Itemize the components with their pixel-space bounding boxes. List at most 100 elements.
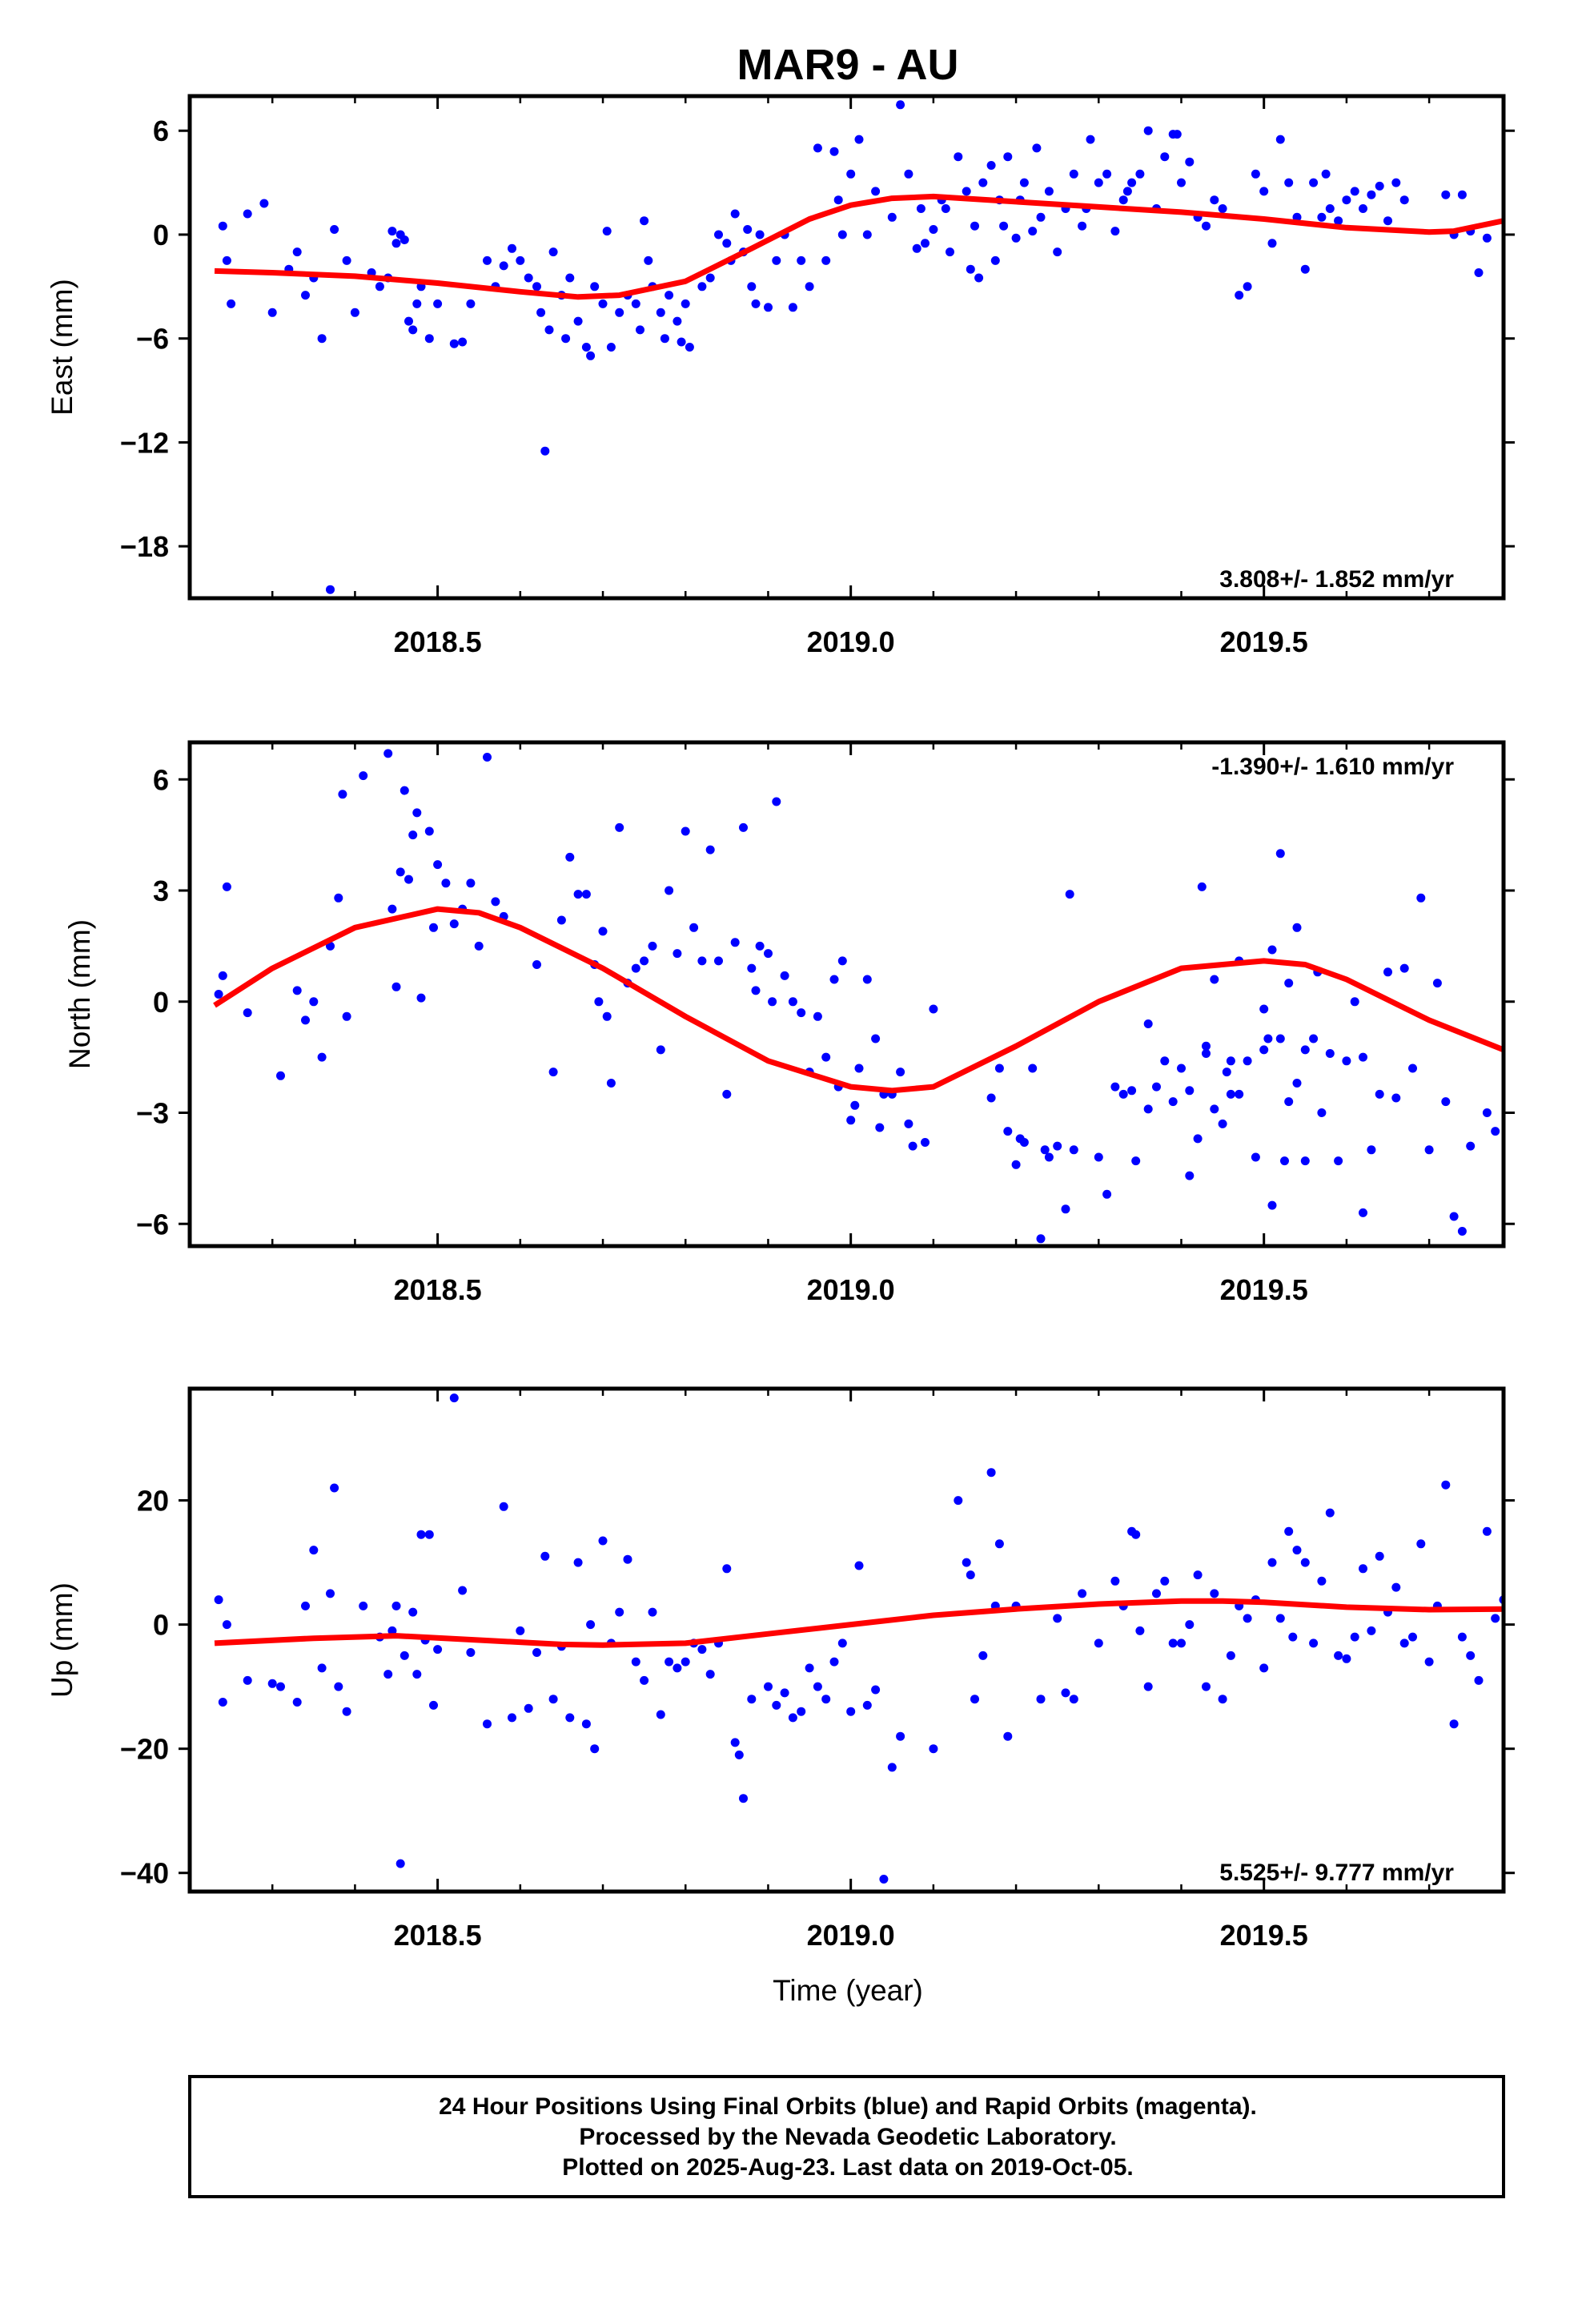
data-point xyxy=(1524,967,1533,976)
data-point xyxy=(829,147,839,156)
x-axis-label: Time (year) xyxy=(773,1974,923,2007)
data-point xyxy=(813,143,822,153)
data-point xyxy=(214,1595,223,1605)
data-point xyxy=(1177,178,1186,187)
north-frame xyxy=(187,740,1506,1248)
y-tick-label: 20 xyxy=(137,1485,169,1518)
data-point xyxy=(673,1663,682,1673)
data-point xyxy=(1540,1595,1549,1604)
data-point xyxy=(1053,1614,1062,1623)
x-tick-label: 2019.5 xyxy=(1220,1919,1308,1952)
data-point xyxy=(1491,1614,1500,1623)
data-point xyxy=(1516,1683,1524,1691)
data-point xyxy=(416,993,426,1003)
data-point xyxy=(1491,1127,1500,1136)
data-point xyxy=(665,1657,674,1667)
data-point xyxy=(681,299,690,308)
data-point xyxy=(739,822,748,832)
data-point xyxy=(1135,169,1145,179)
data-point xyxy=(412,1670,422,1679)
data-point xyxy=(1325,1049,1335,1058)
data-point xyxy=(743,225,753,234)
data-point xyxy=(338,790,347,799)
data-point xyxy=(640,956,649,966)
data-point xyxy=(962,1558,971,1567)
data-point xyxy=(904,169,913,179)
data-point xyxy=(586,1620,596,1630)
data-point xyxy=(1028,227,1038,236)
data-point xyxy=(1118,1089,1128,1099)
data-point xyxy=(821,1695,831,1704)
data-point xyxy=(1259,1045,1269,1055)
data-point xyxy=(1565,1583,1574,1592)
data-point xyxy=(1292,1546,1302,1555)
data-point xyxy=(772,255,781,265)
data-point xyxy=(544,325,554,335)
data-point xyxy=(1053,1141,1062,1151)
data-point xyxy=(590,282,600,292)
data-point xyxy=(615,822,624,832)
data-point xyxy=(1110,227,1120,236)
data-point xyxy=(1143,1104,1153,1114)
data-point xyxy=(383,1670,393,1679)
data-point xyxy=(424,334,434,344)
data-point xyxy=(1210,1104,1219,1114)
data-point xyxy=(656,1710,665,1719)
data-point xyxy=(1078,221,1087,231)
data-point xyxy=(994,1539,1004,1549)
data-point xyxy=(1300,1045,1310,1055)
y-tick-label: 0 xyxy=(153,1609,169,1642)
data-point xyxy=(764,949,773,959)
data-point xyxy=(1292,923,1302,932)
y-tick-label: 6 xyxy=(153,763,169,796)
data-point xyxy=(404,875,413,884)
data-point xyxy=(1267,239,1277,248)
data-point xyxy=(292,1698,302,1707)
data-point xyxy=(978,178,988,187)
data-point xyxy=(1202,1041,1211,1051)
data-point xyxy=(1508,975,1516,984)
data-point xyxy=(862,1700,872,1710)
data-point xyxy=(1061,1204,1070,1214)
y-tick-label: −18 xyxy=(120,530,169,563)
data-point xyxy=(896,100,905,110)
data-point xyxy=(606,1079,616,1088)
data-point xyxy=(978,1651,988,1660)
data-point xyxy=(797,255,806,265)
data-point xyxy=(429,1700,438,1710)
data-point xyxy=(424,1530,434,1539)
data-point xyxy=(1003,1731,1013,1741)
data-point xyxy=(1267,1200,1277,1210)
data-point xyxy=(1284,979,1294,988)
data-point xyxy=(986,161,996,170)
data-point xyxy=(301,1601,310,1610)
data-point xyxy=(499,1502,508,1511)
data-point xyxy=(1321,169,1331,179)
data-point xyxy=(722,239,732,248)
data-point xyxy=(606,343,616,352)
data-point xyxy=(644,255,653,265)
data-point xyxy=(854,1063,864,1073)
up-rate-label: 5.525+/- 9.777 mm/yr xyxy=(1219,1860,1454,1886)
x-tick-label: 2018.5 xyxy=(394,1273,482,1306)
data-point xyxy=(1441,1097,1451,1107)
data-point xyxy=(1284,178,1294,187)
data-point xyxy=(854,135,864,144)
data-point xyxy=(879,1875,889,1884)
data-point xyxy=(598,299,608,308)
data-point xyxy=(747,282,757,292)
data-point xyxy=(896,1068,905,1077)
data-point xyxy=(1193,1570,1203,1580)
data-point xyxy=(536,308,546,317)
data-point xyxy=(449,919,459,929)
data-point xyxy=(222,1620,231,1630)
data-point xyxy=(862,975,872,984)
data-point xyxy=(1003,1127,1013,1136)
data-point xyxy=(1110,1082,1120,1092)
data-point xyxy=(1325,204,1335,213)
data-point xyxy=(1172,130,1182,139)
data-point xyxy=(1152,1589,1161,1598)
data-point xyxy=(1309,1638,1319,1648)
data-point xyxy=(317,1052,327,1062)
